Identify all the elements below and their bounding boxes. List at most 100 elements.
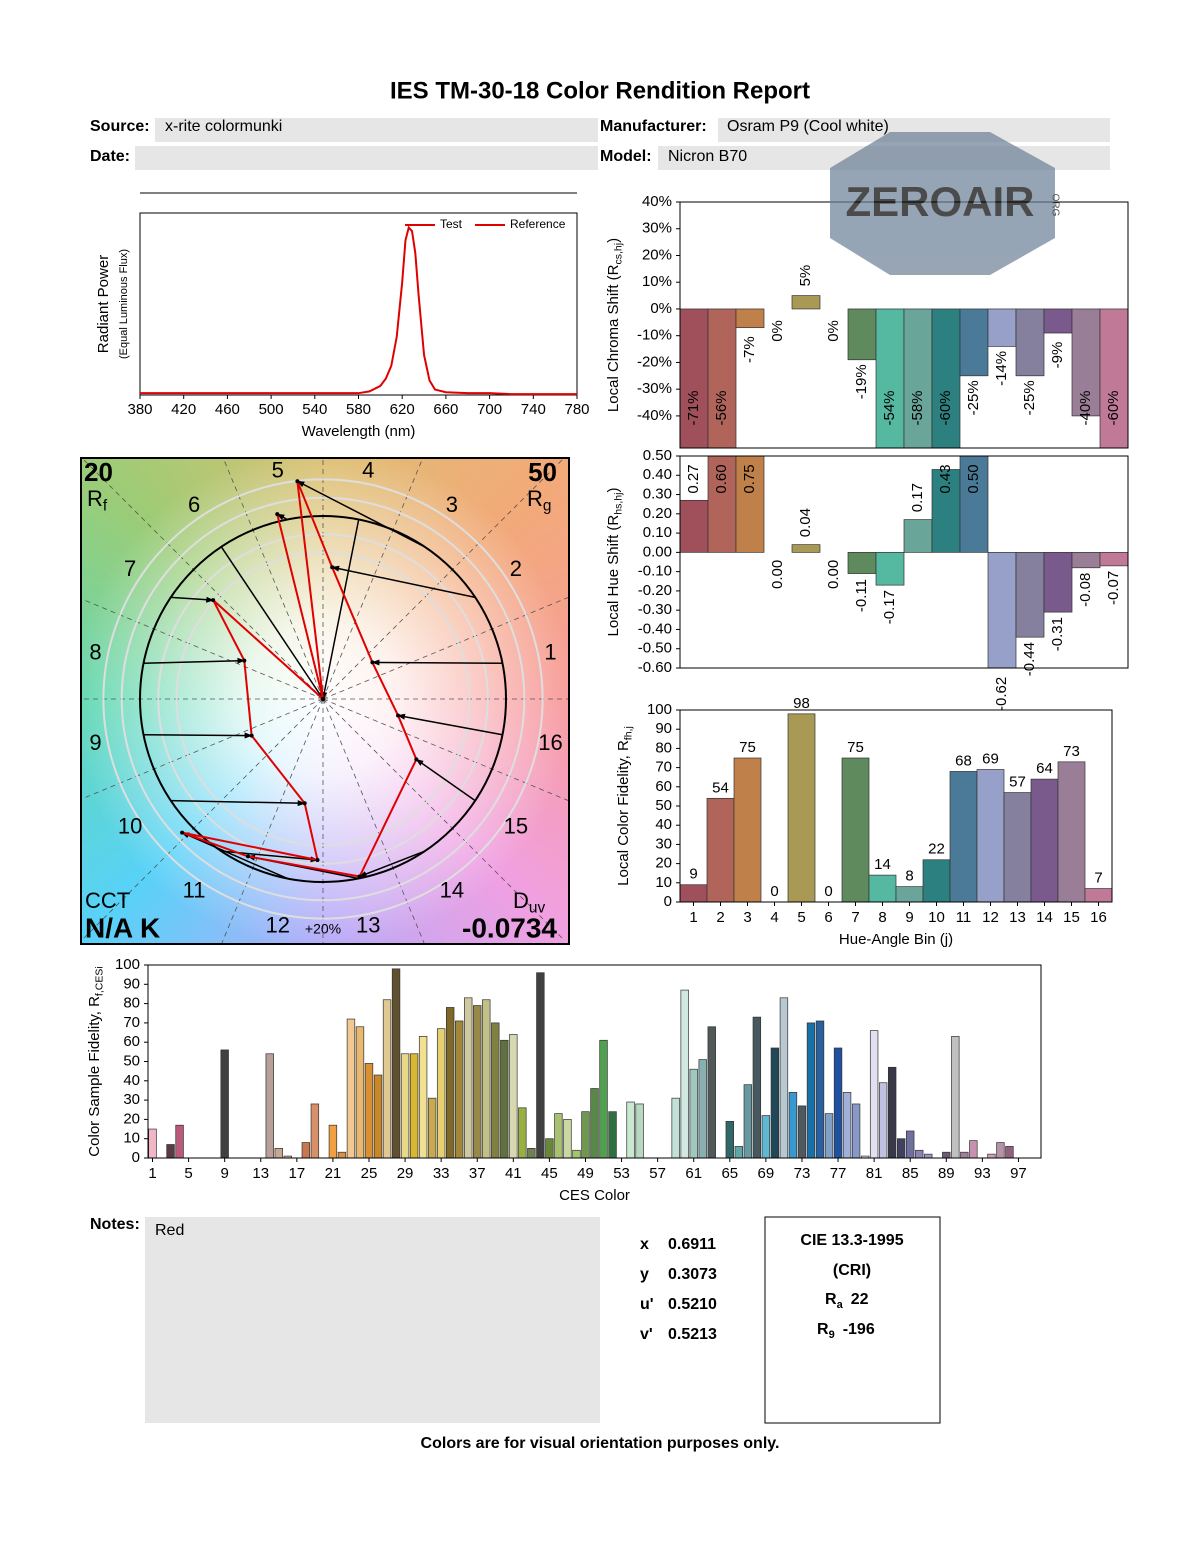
value-label: 68 — [955, 752, 972, 769]
bin-label: 4 — [362, 457, 374, 482]
test-point — [302, 801, 307, 806]
y-tick-label: 100 — [115, 956, 140, 973]
bar — [400, 1053, 410, 1158]
x-tick-label: 65 — [721, 1165, 738, 1182]
bar — [976, 769, 1005, 902]
x-tick-label: 500 — [259, 401, 284, 418]
test-point — [357, 874, 362, 879]
bar — [473, 1005, 482, 1158]
x-tick-label: 2 — [716, 909, 724, 926]
bar — [418, 1036, 428, 1158]
bar — [1071, 308, 1101, 417]
bar — [875, 308, 905, 448]
value-label: -0.44 — [1021, 642, 1038, 676]
value-label: 0% — [769, 320, 786, 342]
bar — [698, 1059, 707, 1158]
value-label: 22 — [928, 841, 945, 858]
y-axis-label-part: ) — [605, 488, 622, 493]
test-point — [321, 697, 325, 701]
bar — [590, 1088, 599, 1158]
x-tick-label: 13 — [1009, 909, 1026, 926]
bar — [175, 1124, 184, 1158]
bar — [409, 1053, 419, 1158]
x-tick-label: 12 — [982, 909, 999, 926]
bar — [1015, 552, 1045, 638]
test-point — [249, 733, 254, 738]
ring — [175, 551, 471, 847]
y-tick-label: 30 — [123, 1091, 140, 1108]
y-tick-label: 0.40 — [643, 466, 672, 483]
test-point — [396, 713, 401, 718]
value-label: -19% — [853, 364, 870, 399]
y-tick-label: 0.30 — [643, 486, 672, 503]
bar — [1057, 761, 1086, 902]
vector-graphic — [81, 458, 569, 944]
bars — [680, 456, 1128, 668]
bin-label: 13 — [356, 912, 380, 937]
y-tick-label: -0.10 — [638, 563, 672, 580]
x-tick-label: 10 — [928, 909, 945, 926]
rg-label-part: g — [543, 498, 552, 515]
report-title: IES TM-30-18 Color Rendition Report — [390, 77, 810, 104]
bars — [680, 713, 1112, 902]
bin-label: 15 — [504, 814, 528, 839]
y-tick-label: -0.20 — [638, 582, 672, 599]
x-tick-label: 5 — [184, 1165, 192, 1182]
value-label: 0.17 — [909, 483, 926, 512]
bar — [626, 1101, 635, 1158]
x-tick-label: 740 — [521, 401, 546, 418]
bar — [791, 295, 821, 310]
bar — [735, 308, 765, 329]
bar — [500, 1039, 509, 1158]
bar — [1003, 792, 1032, 902]
y-axis-label-part: fh,j — [622, 726, 634, 740]
bar — [1084, 888, 1112, 902]
y-axis-label-part: cs,hj — [612, 243, 624, 265]
bar — [301, 1142, 311, 1158]
shift-arrow — [371, 659, 503, 666]
shift-arrow — [331, 565, 476, 599]
y-axis-label-part: hs,hj — [612, 493, 624, 515]
field-value: Osram P9 (Cool white) — [727, 118, 889, 135]
y-tick-label: 40 — [655, 816, 672, 833]
y-tick-label: 0.00 — [643, 543, 672, 560]
bin-label: 7 — [124, 556, 136, 581]
x-tick-label: 1 — [148, 1165, 156, 1182]
field-label: Manufacturer: — [600, 118, 707, 135]
bar — [427, 1097, 437, 1158]
x-tick-label: 620 — [390, 401, 415, 418]
value-label: -60% — [937, 390, 954, 425]
field-value: x-rite colormunki — [165, 118, 282, 135]
y-tick-label: 70 — [123, 1014, 140, 1031]
value-label: 5% — [797, 265, 814, 287]
cri-r9-sub: 9 — [829, 1329, 835, 1341]
cri-r9-label: R — [817, 1321, 829, 1338]
watermark: ZEROAIR ORG — [830, 132, 1060, 275]
duv-label-part: uv — [529, 900, 546, 917]
y-tick-label: 20 — [123, 1110, 140, 1127]
x-tick-label: 29 — [397, 1165, 414, 1182]
rf-value: 20 — [84, 457, 113, 487]
x-tick-label: 660 — [433, 401, 458, 418]
x-tick-label: 41 — [505, 1165, 522, 1182]
colorimetry-label: y — [640, 1266, 649, 1283]
x-tick-label: 5 — [797, 909, 805, 926]
value-label: 57 — [1009, 774, 1026, 791]
bar — [1099, 552, 1128, 567]
value-label: 0.50 — [965, 464, 982, 493]
field-value: Nicron B70 — [668, 148, 747, 165]
value-label: -14% — [993, 351, 1010, 386]
bar — [897, 1138, 906, 1158]
y-tick-label: 20 — [655, 855, 672, 872]
bin-label: 12 — [265, 912, 289, 937]
bar — [355, 1026, 365, 1158]
y-tick-label: 40 — [123, 1072, 140, 1089]
bar — [770, 1047, 780, 1158]
notes-label: Notes: — [90, 1216, 140, 1233]
bin-divider — [222, 458, 324, 700]
test-point — [242, 658, 247, 663]
rg-value: 50 — [528, 457, 557, 487]
value-label: 8 — [905, 868, 913, 885]
